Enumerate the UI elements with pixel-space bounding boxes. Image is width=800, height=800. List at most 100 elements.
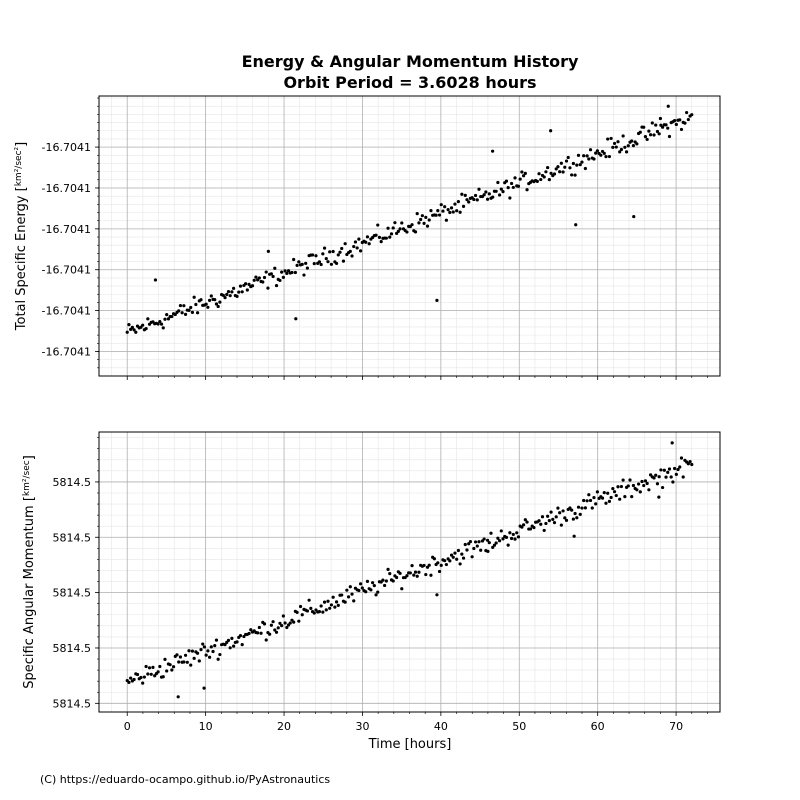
data-point — [165, 669, 169, 673]
data-point — [623, 145, 627, 149]
data-point — [281, 275, 285, 279]
data-point — [192, 295, 196, 299]
data-point — [522, 523, 526, 527]
data-point — [305, 609, 309, 613]
data-point — [683, 121, 687, 125]
data-point — [319, 604, 323, 608]
data-point — [679, 127, 684, 132]
data-point — [312, 262, 316, 266]
data-point — [587, 157, 591, 161]
data-point — [485, 538, 490, 542]
data-point — [365, 235, 370, 239]
data-point — [473, 193, 478, 198]
data-point — [573, 511, 577, 516]
data-point — [413, 230, 418, 234]
data-point — [171, 665, 176, 669]
data-point — [491, 545, 495, 549]
data-point — [300, 613, 304, 617]
data-point — [667, 134, 672, 139]
data-point — [655, 482, 660, 486]
x-tick-label: 60 — [591, 720, 605, 733]
data-point — [618, 497, 622, 501]
data-point — [496, 536, 500, 540]
data-point — [158, 319, 162, 324]
data-point — [326, 599, 330, 603]
data-point — [554, 515, 558, 519]
energy-ylabel: Total Specific Energy [km²/sec²] — [14, 142, 29, 331]
data-point — [638, 490, 642, 494]
data-point — [437, 213, 442, 217]
data-point — [156, 322, 160, 326]
data-point — [292, 620, 296, 624]
data-point — [443, 205, 447, 209]
data-point — [340, 246, 344, 251]
data-point — [331, 249, 335, 254]
data-point — [329, 603, 334, 607]
data-point — [262, 275, 267, 280]
data-point — [523, 171, 527, 175]
data-point — [496, 180, 500, 185]
data-point — [189, 305, 193, 310]
data-point — [355, 246, 359, 250]
data-point — [151, 665, 155, 670]
data-point — [226, 290, 231, 294]
data-point — [396, 229, 400, 233]
data-point — [647, 129, 651, 133]
data-point — [307, 598, 311, 602]
data-point — [127, 680, 131, 685]
x-axis-label: Time [hours] — [368, 737, 452, 752]
data-point — [324, 608, 328, 612]
data-point — [410, 223, 414, 227]
data-point — [484, 190, 488, 194]
data-point — [183, 312, 188, 316]
data-point — [609, 495, 613, 500]
data-point — [419, 217, 423, 222]
data-point — [170, 314, 174, 319]
data-point — [185, 660, 189, 664]
data-point — [544, 521, 548, 526]
data-point — [614, 493, 618, 498]
data-point — [463, 193, 467, 197]
data-point — [580, 160, 584, 164]
data-point — [494, 541, 498, 545]
data-point — [609, 136, 613, 141]
data-point — [501, 190, 505, 194]
data-point — [376, 590, 380, 594]
energy-ylabel-slash: / — [14, 165, 24, 169]
data-point — [238, 634, 243, 638]
data-point — [295, 263, 299, 267]
data-point — [504, 179, 509, 183]
data-point — [238, 284, 243, 288]
data-point — [372, 584, 376, 588]
data-point — [525, 188, 529, 192]
data-point — [630, 139, 634, 143]
data-point — [685, 110, 689, 115]
data-point — [623, 495, 627, 499]
data-point — [539, 177, 543, 182]
data-point — [690, 113, 694, 117]
data-point — [688, 459, 692, 464]
data-point — [473, 540, 478, 544]
data-point — [587, 493, 591, 497]
data-point — [661, 125, 665, 129]
data-point — [602, 151, 606, 155]
data-point — [525, 520, 529, 524]
data-point — [290, 270, 294, 275]
data-point — [391, 579, 395, 583]
data-point — [161, 675, 165, 679]
data-point — [513, 176, 517, 180]
data-point — [192, 656, 196, 660]
data-point — [420, 214, 424, 218]
data-point — [564, 159, 569, 163]
data-point — [640, 479, 644, 484]
data-point — [149, 672, 153, 676]
data-point — [252, 278, 256, 282]
data-point — [381, 578, 385, 582]
data-point — [218, 300, 222, 304]
data-point — [357, 237, 361, 241]
data-point — [388, 572, 392, 576]
data-point — [537, 519, 541, 523]
x-tick-label: 30 — [355, 720, 369, 733]
data-point — [213, 644, 217, 648]
data-point-outlier — [176, 695, 180, 699]
